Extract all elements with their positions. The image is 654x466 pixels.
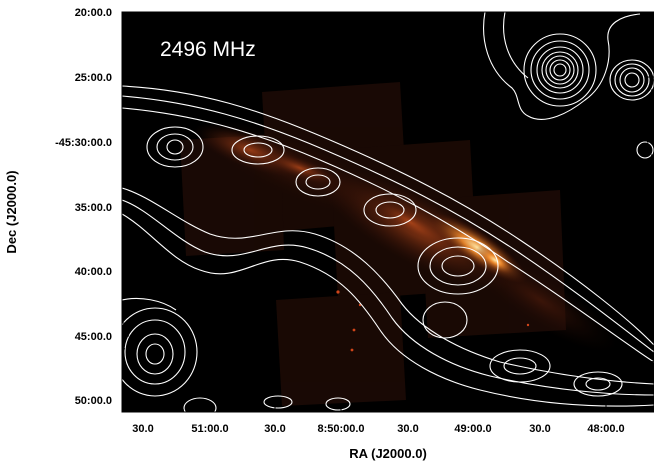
y-tick-label: -45:30:00.0	[55, 137, 112, 149]
plot-frame	[121, 11, 654, 413]
frequency-label: 2496 MHz	[160, 38, 256, 61]
y-tick-label: 35:00.0	[75, 202, 112, 214]
x-tick-label: 48:00.0	[587, 423, 624, 435]
y-tick-label: 40:00.0	[75, 266, 112, 278]
point-sources	[336, 290, 530, 352]
y-tick-label: 45:00.0	[75, 331, 112, 343]
y-tick-labels: 20:00.0 25:00.0 -45:30:00.0 35:00.0 40:0…	[55, 7, 112, 407]
x-tick-label: 30.0	[529, 423, 550, 435]
x-tick-label: 8:50:00.0	[317, 423, 364, 435]
x-axis-title: RA (J2000.0)	[349, 446, 427, 461]
contour-lines	[122, 12, 654, 412]
x-tick-labels: 30.0 51:00.0 30.0 8:50:00.0 30.0 49:00.0…	[132, 423, 624, 435]
y-tick-label: 50:00.0	[75, 395, 112, 407]
x-tick-label: 30.0	[132, 423, 153, 435]
x-tick-label: 30.0	[397, 423, 418, 435]
x-tick-label: 51:00.0	[191, 423, 228, 435]
bright-filament	[262, 151, 527, 284]
y-tick-label: 20:00.0	[75, 7, 112, 19]
y-axis-title: Dec (J2000.0)	[4, 170, 19, 253]
x-tick-label: 30.0	[264, 423, 285, 435]
x-tick-label: 49:00.0	[454, 423, 491, 435]
y-tick-label: 25:00.0	[75, 72, 112, 84]
